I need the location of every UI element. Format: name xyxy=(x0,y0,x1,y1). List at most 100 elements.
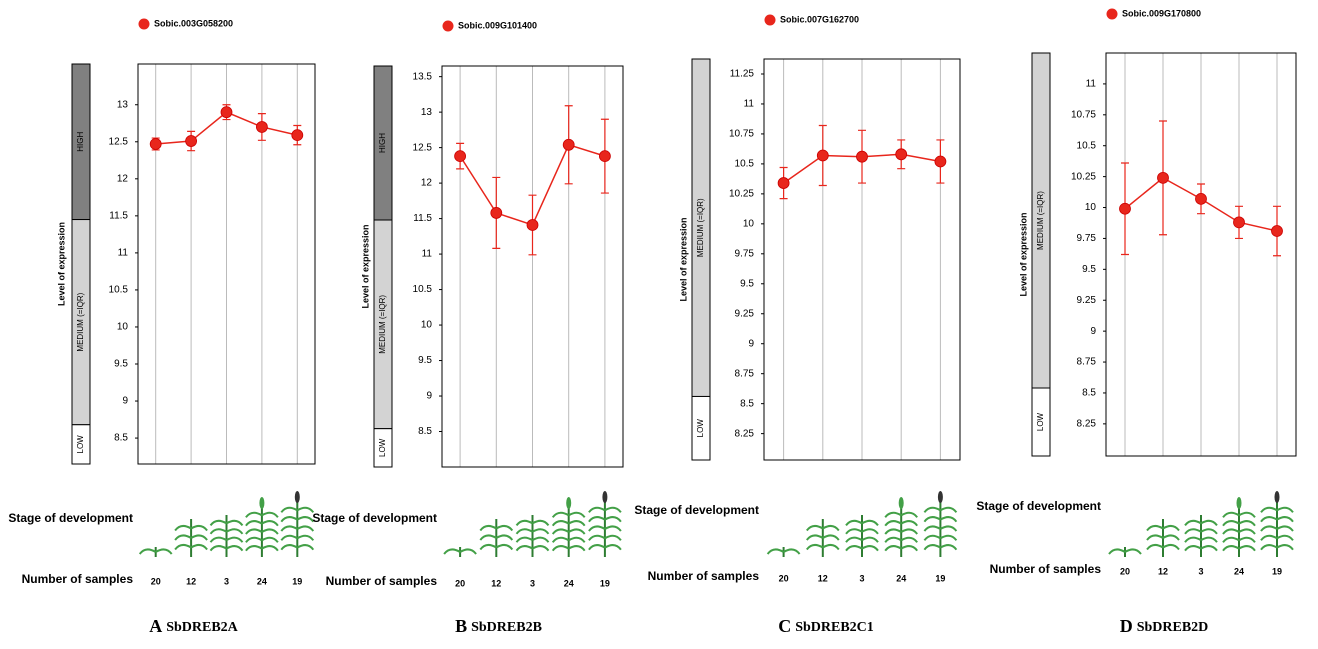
band-label: MEDIUM (=IQR) xyxy=(378,295,387,354)
y-tick-label: 10.75 xyxy=(1071,109,1096,120)
y-tick-label: 9.75 xyxy=(1077,233,1097,244)
y-tick-label: 9.5 xyxy=(740,278,754,289)
y-tick-label: 9.75 xyxy=(735,248,755,259)
plant-icon xyxy=(1147,519,1179,557)
band-label: LOW xyxy=(1036,412,1045,431)
plant-head xyxy=(295,491,300,503)
band-label: HIGH xyxy=(76,132,85,152)
panel-caption: C SbDREB2C1 xyxy=(778,616,874,636)
sample-count: 19 xyxy=(600,578,610,588)
y-tick-label: 10 xyxy=(421,320,433,331)
plant-icon xyxy=(1109,547,1141,557)
y-tick-label: 11 xyxy=(422,249,433,260)
y-tick-label: 8.25 xyxy=(1077,418,1097,429)
plant-icon xyxy=(1185,515,1217,557)
legend-marker xyxy=(765,15,776,26)
band-label: LOW xyxy=(378,438,387,457)
y-tick-label: 11.25 xyxy=(730,69,755,80)
y-axis-label: Level of expression xyxy=(1018,212,1028,296)
y-tick-label: 10.25 xyxy=(1071,171,1096,182)
sample-count: 12 xyxy=(818,573,828,583)
y-tick-label: 8.75 xyxy=(735,368,755,379)
plant-head xyxy=(566,497,571,509)
data-point xyxy=(817,150,828,161)
caption-letter: B xyxy=(455,616,467,636)
sample-count: 3 xyxy=(530,578,535,588)
y-axis-label: Level of expression xyxy=(56,222,66,306)
caption-name: SbDREB2A xyxy=(166,620,238,635)
plant-icon xyxy=(140,547,172,557)
y-tick-label: 9.5 xyxy=(114,359,128,370)
stage-label: Stage of development xyxy=(8,511,133,525)
caption-name: SbDREB2C1 xyxy=(795,620,874,635)
plant-icon xyxy=(553,497,585,557)
data-point xyxy=(896,149,907,160)
data-point xyxy=(1158,172,1169,183)
data-point xyxy=(563,139,574,150)
data-point xyxy=(1196,193,1207,204)
y-tick-label: 11 xyxy=(118,248,129,259)
sample-count: 12 xyxy=(491,578,501,588)
y-axis-label: Level of expression xyxy=(678,217,688,301)
y-tick-label: 9 xyxy=(122,396,128,407)
y-tick-label: 10.5 xyxy=(735,159,755,170)
sample-count: 3 xyxy=(859,573,864,583)
y-tick-label: 12 xyxy=(117,173,129,184)
sample-count: 19 xyxy=(292,576,302,586)
panel-caption: D SbDREB2D xyxy=(1120,616,1209,636)
plant-head xyxy=(899,497,904,509)
y-tick-label: 8.5 xyxy=(418,426,432,437)
plant-icon xyxy=(768,547,800,557)
y-tick-label: 9.5 xyxy=(1082,264,1096,275)
sample-count: 20 xyxy=(455,578,465,588)
plant-head xyxy=(1275,491,1280,503)
y-tick-label: 10 xyxy=(117,322,129,333)
data-point xyxy=(150,139,161,150)
y-tick-label: 13 xyxy=(117,99,129,110)
data-point xyxy=(491,207,502,218)
stage-label: Stage of development xyxy=(976,499,1101,513)
sample-count: 3 xyxy=(1198,566,1203,576)
y-tick-label: 9 xyxy=(1090,326,1096,337)
plant-head xyxy=(938,491,943,503)
y-tick-label: 10.5 xyxy=(109,285,129,296)
legend-label: Sobic.007G162700 xyxy=(780,14,859,24)
samples-label: Number of samples xyxy=(648,569,760,583)
plant-icon xyxy=(1223,497,1255,557)
y-tick-label: 11 xyxy=(744,99,755,110)
sample-count: 3 xyxy=(224,576,229,586)
y-tick-label: 11 xyxy=(1086,79,1097,90)
plant-icon xyxy=(846,515,878,557)
samples-label: Number of samples xyxy=(326,574,438,588)
panel-caption: A SbDREB2A xyxy=(149,616,238,636)
y-tick-label: 8.5 xyxy=(1082,388,1096,399)
stage-label: Stage of development xyxy=(312,511,437,525)
band-label: HIGH xyxy=(378,133,387,153)
y-tick-label: 8.75 xyxy=(1077,357,1097,368)
y-tick-label: 12.5 xyxy=(413,142,433,153)
y-tick-label: 13 xyxy=(421,107,433,118)
data-point xyxy=(599,151,610,162)
plant-icon xyxy=(246,497,278,557)
y-tick-label: 9.5 xyxy=(418,355,432,366)
data-point xyxy=(221,107,232,118)
caption-name: SbDREB2D xyxy=(1137,620,1209,635)
plant-icon xyxy=(281,491,313,557)
stage-label: Stage of development xyxy=(634,503,759,517)
y-tick-label: 9.25 xyxy=(735,308,755,319)
data-point xyxy=(935,156,946,167)
legend-marker xyxy=(443,21,454,32)
band-label: MEDIUM (=IQR) xyxy=(1036,191,1045,250)
sample-count: 24 xyxy=(1234,566,1244,576)
samples-label: Number of samples xyxy=(22,572,134,586)
plant-icon xyxy=(1261,491,1293,557)
band-label: MEDIUM (=IQR) xyxy=(696,198,705,257)
plant-head xyxy=(259,497,264,509)
plant-icon xyxy=(885,497,917,557)
sample-count: 20 xyxy=(1120,566,1130,576)
sample-count: 12 xyxy=(1158,566,1168,576)
y-tick-label: 10.5 xyxy=(413,284,433,295)
sample-count: 19 xyxy=(935,573,945,583)
y-tick-label: 13.5 xyxy=(413,71,433,82)
sample-count: 24 xyxy=(564,578,574,588)
